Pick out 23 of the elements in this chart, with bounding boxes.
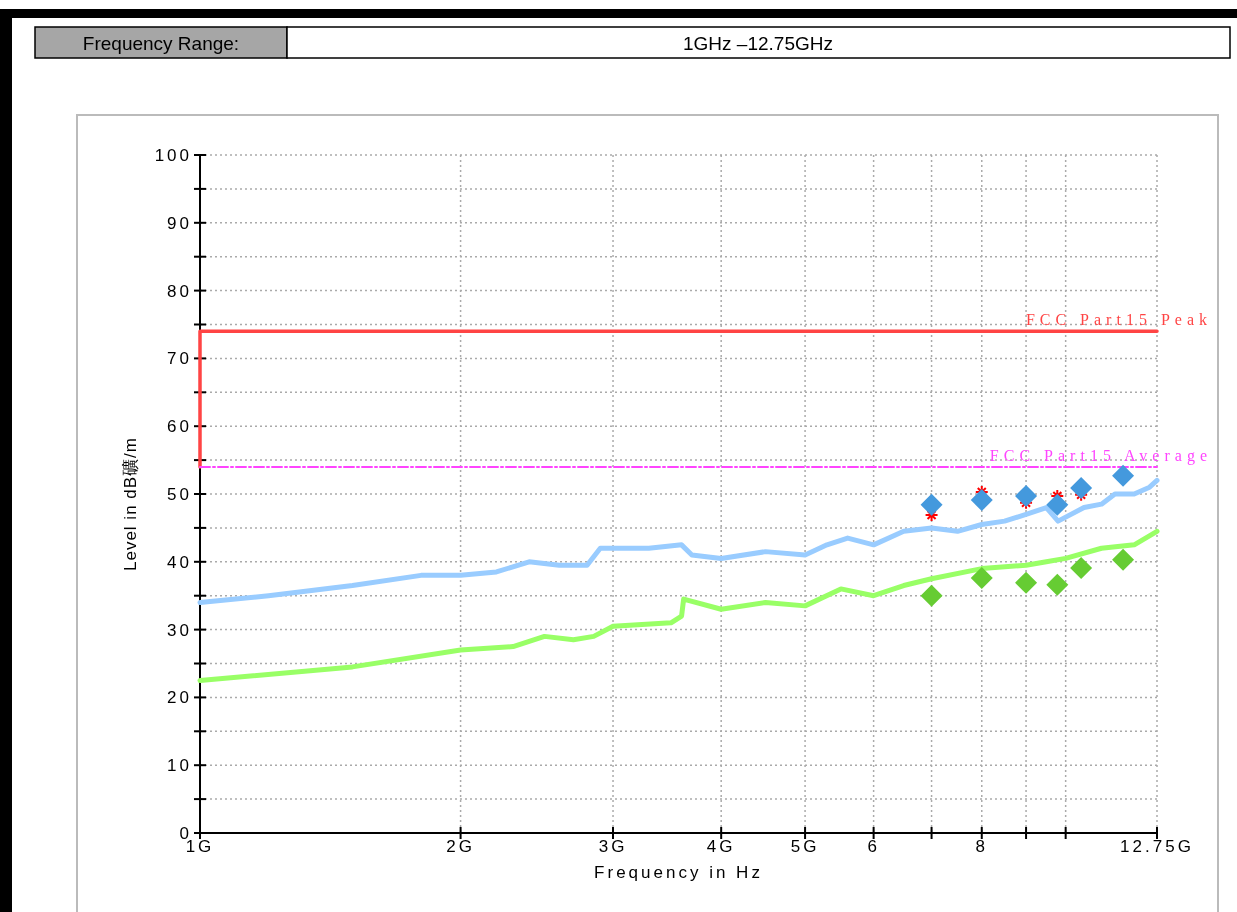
series-label: FCC Part15 Average	[989, 446, 1212, 465]
x-tick-label: 2G	[446, 837, 475, 856]
series-label: FCC Part15 Peak	[1025, 311, 1212, 329]
y-tick-label: 10	[167, 756, 192, 776]
x-tick-label: 6	[867, 837, 880, 856]
y-tick-label: 40	[167, 552, 192, 572]
x-axis-title: Frequency in Hz	[594, 863, 763, 882]
x-tick-label: 5G	[790, 837, 820, 856]
y-tick-label: 80	[167, 281, 192, 301]
y-tick-label: 20	[167, 688, 192, 708]
y-tick-label: 90	[167, 213, 192, 233]
y-tick-label: 30	[167, 620, 192, 640]
y-tick-label: 50	[167, 485, 192, 504]
x-tick-label: 12.75G	[1120, 837, 1194, 856]
y-tick-label: 60	[167, 417, 192, 437]
y-axis-title: Level in dB礦/m	[121, 437, 140, 571]
x-tick-label: 8	[975, 837, 989, 856]
chart-subtitle: 1GHz –12.75GHz	[683, 33, 833, 54]
x-tick-label: 4G	[706, 837, 736, 856]
y-tick-label: 100	[154, 146, 192, 165]
chart-title: Frequency Range:	[82, 33, 240, 54]
x-tick-label: 3G	[598, 837, 628, 856]
y-tick-label: 70	[167, 349, 192, 369]
